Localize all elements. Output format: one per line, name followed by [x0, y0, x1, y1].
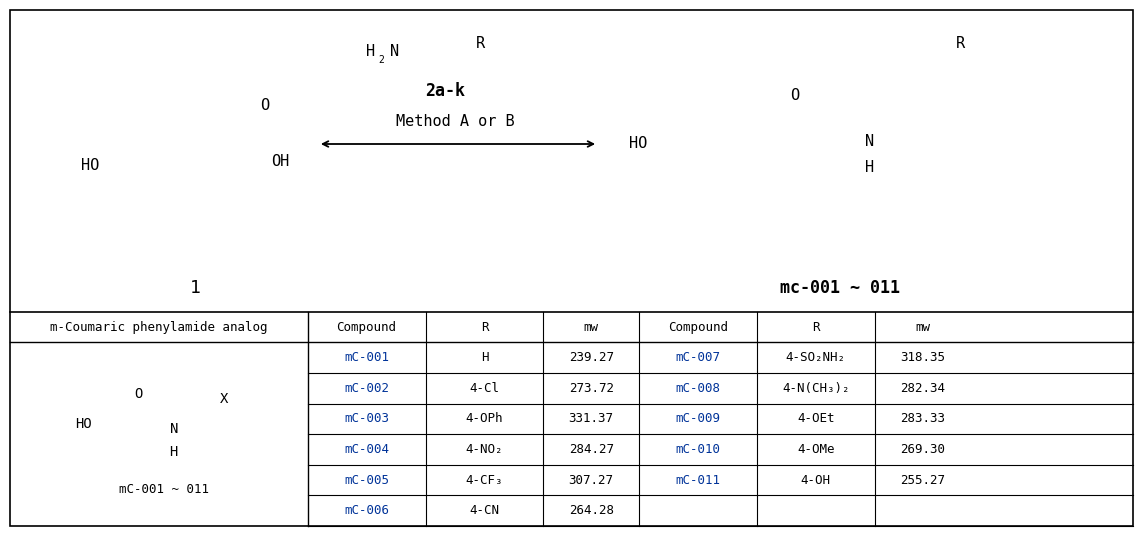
Text: R: R	[812, 321, 820, 333]
Text: H: H	[169, 445, 178, 459]
Text: mC-004: mC-004	[344, 443, 389, 456]
Text: 4-NO₂: 4-NO₂	[465, 443, 503, 456]
Text: 4-OPh: 4-OPh	[465, 412, 503, 426]
Text: 239.27: 239.27	[569, 351, 614, 364]
Text: mC-005: mC-005	[344, 474, 389, 487]
Text: N: N	[865, 133, 874, 148]
Text: mC-003: mC-003	[344, 412, 389, 426]
Text: mC-010: mC-010	[676, 443, 720, 456]
Text: mC-007: mC-007	[676, 351, 720, 364]
Text: mw: mw	[584, 321, 599, 333]
Text: Method A or B: Method A or B	[395, 114, 514, 129]
Text: 284.27: 284.27	[569, 443, 614, 456]
Text: 2a-k: 2a-k	[425, 82, 465, 100]
Text: 2: 2	[378, 55, 384, 65]
Text: H: H	[366, 44, 375, 59]
Text: O: O	[261, 99, 270, 114]
Text: 273.72: 273.72	[569, 382, 614, 395]
Text: R: R	[475, 36, 485, 51]
Text: Compound: Compound	[668, 321, 728, 333]
Text: H: H	[481, 351, 488, 364]
Text: 4-CN: 4-CN	[470, 504, 499, 517]
Text: 4-Cl: 4-Cl	[470, 382, 499, 395]
Text: HO: HO	[81, 159, 99, 174]
Text: O: O	[791, 88, 800, 103]
Text: 269.30: 269.30	[900, 443, 945, 456]
Text: R: R	[956, 36, 965, 51]
Text: N: N	[390, 44, 399, 59]
Text: Compound: Compound	[336, 321, 397, 333]
Text: 4-CF₃: 4-CF₃	[465, 474, 503, 487]
Text: H: H	[865, 160, 874, 175]
Text: 1: 1	[190, 279, 200, 297]
Text: O: O	[135, 387, 143, 401]
Text: mC-002: mC-002	[344, 382, 389, 395]
Text: 4-OEt: 4-OEt	[797, 412, 834, 426]
Text: OH: OH	[271, 153, 289, 168]
Text: 282.34: 282.34	[900, 382, 945, 395]
Text: 318.35: 318.35	[900, 351, 945, 364]
Text: mw: mw	[914, 321, 930, 333]
Text: mC-011: mC-011	[676, 474, 720, 487]
Text: mc-001 ~ 011: mc-001 ~ 011	[780, 279, 900, 297]
Text: 283.33: 283.33	[900, 412, 945, 426]
Text: X: X	[219, 392, 227, 406]
Text: mC-008: mC-008	[676, 382, 720, 395]
Text: HO: HO	[75, 417, 93, 431]
Text: mC-001: mC-001	[344, 351, 389, 364]
Text: 264.28: 264.28	[569, 504, 614, 517]
Text: mC-001 ~ 011: mC-001 ~ 011	[119, 483, 209, 496]
Text: R: R	[481, 321, 488, 333]
Text: HO: HO	[629, 137, 647, 152]
Text: 4-OH: 4-OH	[801, 474, 831, 487]
Text: N: N	[169, 422, 178, 436]
Text: 331.37: 331.37	[569, 412, 614, 426]
Text: mC-006: mC-006	[344, 504, 389, 517]
Text: 4-OMe: 4-OMe	[797, 443, 834, 456]
Text: 4-N(CH₃)₂: 4-N(CH₃)₂	[782, 382, 849, 395]
Text: 307.27: 307.27	[569, 474, 614, 487]
Text: mC-009: mC-009	[676, 412, 720, 426]
Text: 255.27: 255.27	[900, 474, 945, 487]
Text: 4-SO₂NH₂: 4-SO₂NH₂	[785, 351, 846, 364]
Text: m-Coumaric phenylamide analog: m-Coumaric phenylamide analog	[50, 321, 267, 333]
